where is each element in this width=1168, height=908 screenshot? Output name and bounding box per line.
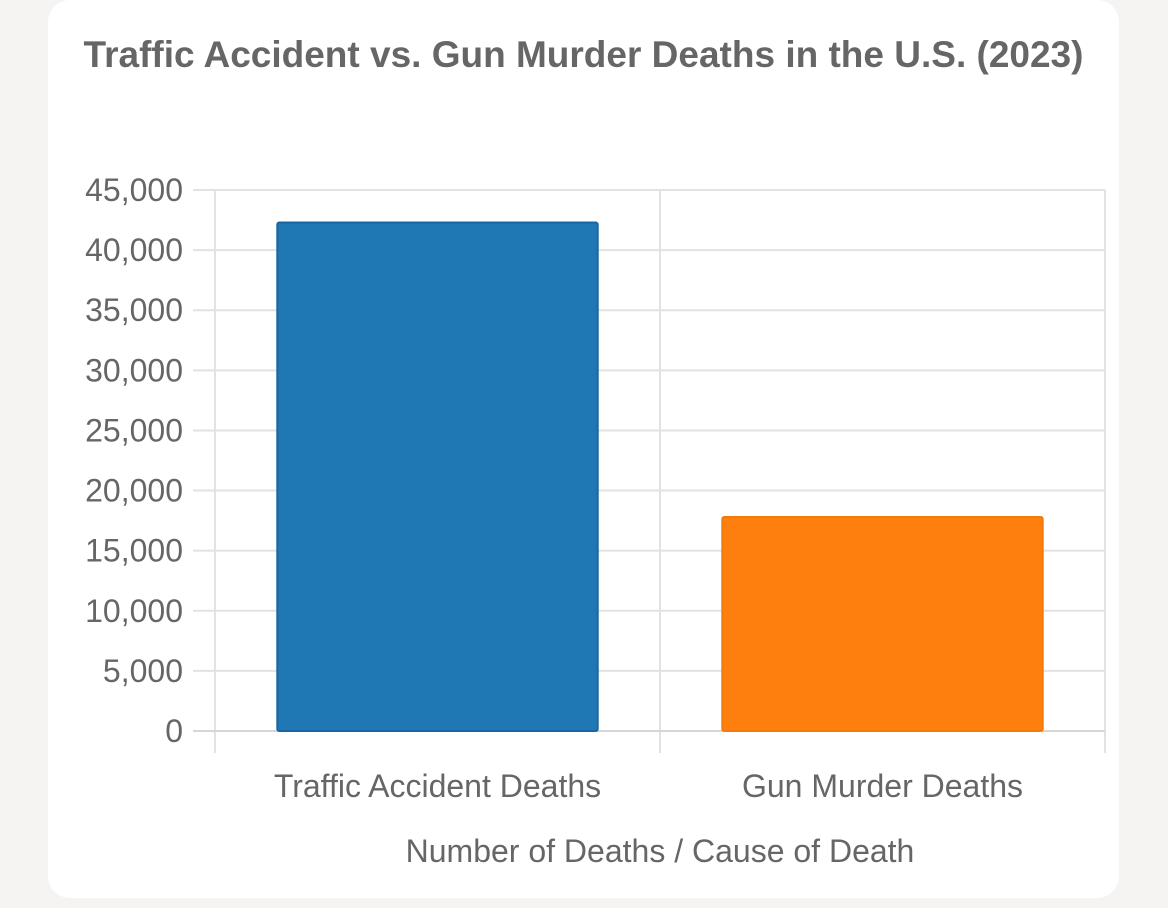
y-tick-label: 20,000 (85, 473, 183, 509)
y-axis-ticks: 0 5,000 10,000 15,000 20,000 25,000 30,000 35,0… (85, 172, 183, 749)
x-category-label: Gun Murder Deaths (742, 768, 1023, 804)
bar-traffic-accident-deaths (276, 221, 599, 733)
chart-title: Traffic Accident vs. Gun Murder Deaths i… (83, 34, 1084, 75)
bar-gun-murder-deaths (721, 516, 1044, 733)
y-tick-label: 45,000 (85, 172, 183, 208)
x-axis-title: Number of Deaths / Cause of Death (406, 833, 915, 869)
y-tick-label: 0 (165, 713, 183, 749)
y-tick-label: 15,000 (85, 533, 183, 569)
x-category-label: Traffic Accident Deaths (274, 768, 601, 804)
bars (276, 221, 1044, 733)
y-tick-label: 10,000 (85, 593, 183, 629)
y-tick-label: 35,000 (85, 292, 183, 328)
y-tick-label: 40,000 (85, 232, 183, 268)
y-tick-label: 25,000 (85, 412, 183, 448)
x-axis-categories: Traffic Accident Deaths Gun Murder Deaths (274, 768, 1023, 804)
y-tick-label: 30,000 (85, 352, 183, 388)
y-tick-label: 5,000 (103, 653, 183, 689)
